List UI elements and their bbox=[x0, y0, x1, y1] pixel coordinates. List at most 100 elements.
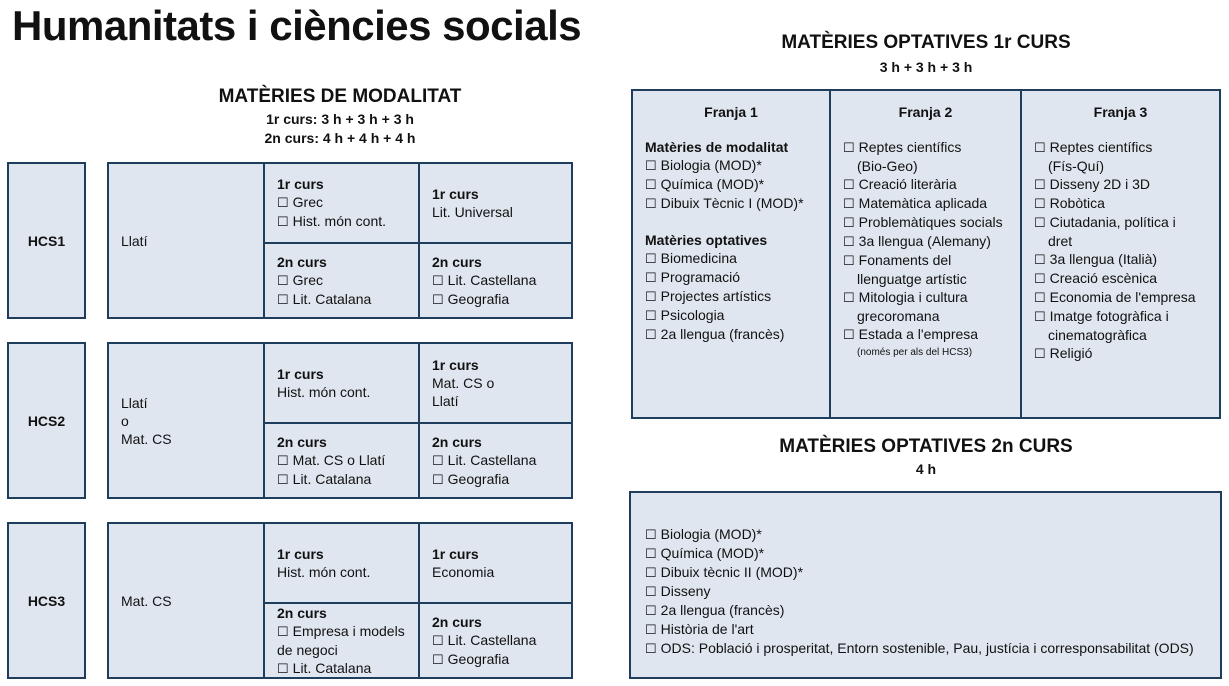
item-label: Problemàtiques socials bbox=[858, 214, 1003, 230]
checkbox-item: ☐ Química (MOD)* bbox=[645, 544, 1220, 563]
course-title: 1r curs bbox=[432, 546, 479, 562]
item-label: Reptes científics bbox=[858, 139, 962, 155]
checkbox-item: ☐ 2a llengua (francès) bbox=[645, 325, 817, 344]
item-label: Programació bbox=[660, 269, 741, 285]
main-subject-line: Mat. CS bbox=[121, 592, 172, 609]
checkbox-icon: ☐ bbox=[432, 632, 444, 648]
course-cell: 2n curs ☐ Empresa i models de negoci ☐ Lit. C… bbox=[263, 602, 418, 677]
checkbox-icon: ☐ bbox=[432, 452, 444, 468]
franja-title: Franja 1 bbox=[704, 104, 758, 120]
item-label: Estada a l'empresa bbox=[858, 326, 979, 342]
item-continuation: grecoromana bbox=[857, 308, 940, 324]
spacer bbox=[645, 213, 817, 231]
checkbox-item: ☐ Mat. CS o Llatí bbox=[277, 451, 406, 470]
main-subject-line: Mat. CS bbox=[121, 430, 172, 447]
checkbox-icon: ☐ bbox=[843, 234, 855, 249]
checkbox-item: ☐ Creació escènica bbox=[1034, 269, 1207, 288]
course-cell: 1r curs Economia bbox=[418, 524, 573, 602]
item-continuation: llenguatge artístic bbox=[857, 271, 967, 287]
checkbox-icon: ☐ bbox=[645, 527, 657, 542]
checkbox-icon: ☐ bbox=[645, 546, 657, 561]
course-subject: Hist. món cont. bbox=[277, 564, 371, 580]
checkbox-icon: ☐ bbox=[432, 272, 444, 288]
item-label: Economia de l'empresa bbox=[1049, 289, 1196, 305]
checkbox-item: ☐ Lit. Catalana bbox=[277, 290, 406, 309]
optatives2-hours: 4 h bbox=[915, 461, 937, 477]
main-subject-line: Llatí bbox=[121, 232, 148, 249]
course-title: 2n curs bbox=[277, 433, 327, 450]
checkbox-item: ☐ Imatge fotogràfica i bbox=[1034, 307, 1207, 326]
item-label: Empresa i models bbox=[292, 622, 405, 639]
checkbox-icon: ☐ bbox=[277, 272, 289, 288]
item-label: Dibuix Tècnic I (MOD)* bbox=[660, 195, 804, 211]
checkbox-item: ☐ Religió bbox=[1034, 344, 1207, 363]
item-label: Ciutadania, política i bbox=[1049, 214, 1176, 230]
checkbox-icon: ☐ bbox=[645, 565, 657, 580]
item-label: ODS: Població i prosperitat, Entorn sost… bbox=[660, 640, 1194, 656]
course-title: 2n curs bbox=[432, 253, 482, 270]
checkbox-icon: ☐ bbox=[1034, 177, 1046, 192]
checkbox-item: ☐ 3a llengua (Alemany) bbox=[843, 232, 1008, 251]
checkbox-icon: ☐ bbox=[1034, 140, 1046, 155]
modalitat-heading: MATÈRIES DE MODALITAT bbox=[218, 86, 462, 107]
course-title: 1r curs bbox=[432, 186, 479, 202]
course-subject: Mat. CS o bbox=[432, 375, 495, 391]
item-label: Psicologia bbox=[660, 307, 725, 323]
checkbox-item: ☐ Reptes científics bbox=[1034, 138, 1207, 157]
course-title: 2n curs bbox=[277, 253, 327, 270]
course-cell: 2n curs ☐ Mat. CS o Llatí ☐ Lit. Catalana bbox=[263, 422, 418, 497]
item-label: Grec bbox=[292, 194, 323, 210]
item-label: Biomedicina bbox=[660, 250, 737, 266]
checkbox-item: ☐ Biologia (MOD)* bbox=[645, 156, 817, 175]
group-label: HCS2 bbox=[7, 342, 86, 499]
checkbox-icon: ☐ bbox=[843, 196, 855, 211]
optatives1-table: Franja 1 Matèries de modalitat ☐ Biologia (… bbox=[631, 89, 1221, 419]
course-cell: 1r curs Lit. Universal bbox=[418, 164, 573, 242]
checkbox-item: ☐ Reptes científics bbox=[843, 138, 1008, 157]
item-label: Creació escènica bbox=[1049, 270, 1158, 286]
checkbox-icon: ☐ bbox=[277, 291, 289, 307]
optatives1-heading: MATÈRIES OPTATIVES 1r CURS bbox=[781, 32, 1071, 53]
checkbox-item: ☐ Lit. Castellana bbox=[432, 451, 561, 470]
item-label: Disseny bbox=[660, 583, 711, 599]
course-cell: 1r curs Hist. món cont. bbox=[263, 344, 418, 422]
checkbox-item: ☐ Fonaments del bbox=[843, 251, 1008, 270]
checkbox-item: ☐ Geografia bbox=[432, 470, 561, 489]
checkbox-icon: ☐ bbox=[645, 196, 657, 211]
checkbox-icon: ☐ bbox=[277, 471, 289, 487]
optatives2-box: ☐ Biologia (MOD)* ☐ Química (MOD)* ☐ Dibuix t… bbox=[629, 491, 1222, 679]
item-continuation: (Fís-Quí) bbox=[1048, 158, 1104, 174]
checkbox-icon: ☐ bbox=[277, 214, 289, 229]
item-label: Matemàtica aplicada bbox=[858, 195, 988, 211]
checkbox-item: ☐ Creació literària bbox=[843, 175, 1008, 194]
course-title: 1r curs bbox=[277, 176, 324, 192]
item-label: Projectes artístics bbox=[660, 288, 772, 304]
checkbox-icon: ☐ bbox=[645, 289, 657, 304]
checkbox-item: ☐ Geografia bbox=[432, 650, 561, 669]
checkbox-icon: ☐ bbox=[645, 584, 657, 599]
checkbox-item: ☐ Disseny bbox=[645, 582, 1220, 601]
checkbox-item: ☐ Problemàtiques socials bbox=[843, 213, 1008, 232]
checkbox-item: ☐ Lit. Catalana bbox=[277, 470, 406, 489]
checkbox-item: ☐ Empresa i models bbox=[277, 622, 406, 641]
checkbox-icon: ☐ bbox=[843, 215, 855, 230]
checkbox-icon: ☐ bbox=[277, 195, 289, 210]
course-cell: 2n curs ☐ Grec ☐ Lit. Catalana bbox=[263, 242, 418, 317]
checkbox-item: ☐ Dibuix Tècnic I (MOD)* bbox=[645, 194, 817, 213]
checkbox-item: ☐ Dibuix tècnic II (MOD)* bbox=[645, 563, 1220, 582]
checkbox-icon: ☐ bbox=[277, 623, 289, 639]
item-label: Dibuix tècnic II (MOD)* bbox=[660, 564, 804, 580]
checkbox-item: ☐ Hist. món cont. bbox=[277, 212, 406, 231]
checkbox-item: ☐ 2a llengua (francès) bbox=[645, 601, 1220, 620]
item-note: (només per als del HCS3) bbox=[857, 347, 973, 358]
course-title: 2n curs bbox=[277, 604, 327, 621]
course-title: 1r curs bbox=[277, 546, 324, 562]
item-label: 2a llengua (francès) bbox=[660, 326, 785, 342]
checkbox-item: ☐ 3a llengua (Italià) bbox=[1034, 250, 1207, 269]
franja-column: Franja 1 Matèries de modalitat ☐ Biologia (… bbox=[633, 91, 829, 417]
checkbox-icon: ☐ bbox=[645, 177, 657, 192]
checkbox-icon: ☐ bbox=[843, 140, 855, 155]
group-table: Llatí o Mat. CS 1r curs Hist. món cont. 1r cu… bbox=[107, 342, 573, 499]
checkbox-icon: ☐ bbox=[645, 622, 657, 637]
checkbox-icon: ☐ bbox=[645, 641, 657, 656]
